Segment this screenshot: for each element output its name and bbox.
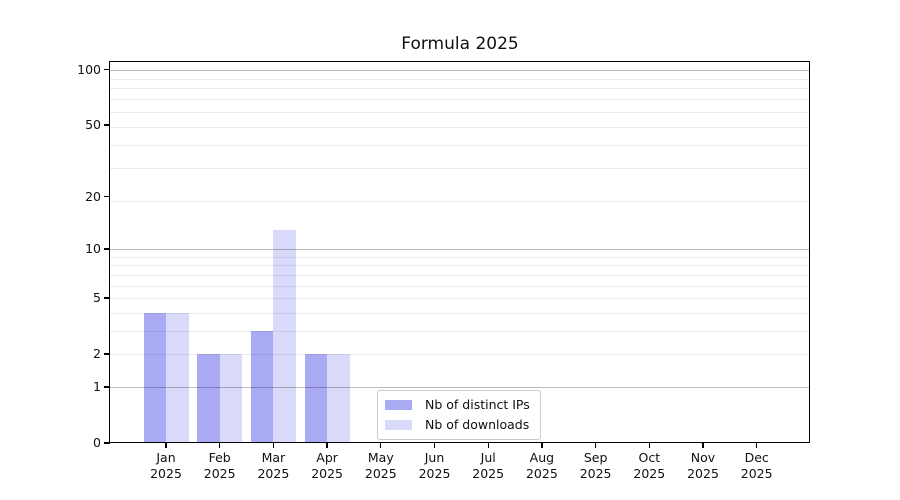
x-tick-label: Jul 2025 (472, 450, 505, 481)
y-tick-label: 50 (85, 116, 101, 132)
bar-nb-of-downloads-jan (166, 312, 189, 443)
x-tick-label: Mar 2025 (257, 450, 290, 481)
bar-nb-of-distinct-ips-jan (143, 312, 166, 443)
x-tick-mark (541, 443, 543, 448)
x-tick-mark (648, 443, 650, 448)
bar-nb-of-distinct-ips-apr (304, 354, 328, 443)
x-tick-mark (594, 443, 597, 448)
bar-nb-of-downloads-feb (219, 354, 243, 443)
bar-nb-of-downloads-apr (327, 354, 350, 443)
x-tick-label: Jan 2025 (150, 450, 182, 481)
bar-nb-of-distinct-ips-mar (250, 330, 274, 443)
x-tick-mark (165, 443, 167, 448)
legend-swatch (385, 420, 412, 430)
x-tick-label: May 2025 (364, 450, 397, 481)
x-tick-label: Feb 2025 (203, 450, 236, 481)
x-tick-label: Jun 2025 (418, 450, 451, 481)
x-tick-label: Dec 2025 (740, 450, 773, 481)
y-tick-label: 100 (77, 61, 101, 77)
legend-label: Nb of distinct IPs (425, 397, 530, 412)
x-tick-mark (487, 443, 489, 448)
bar-nb-of-downloads-mar (273, 229, 296, 443)
x-tick-label: Nov 2025 (687, 450, 719, 481)
legend-item: Nb of downloads (385, 417, 530, 433)
y-tick-label: 5 (93, 290, 101, 306)
x-tick-mark (756, 443, 758, 448)
legend-item: Nb of distinct IPs (385, 397, 530, 413)
bar-nb-of-distinct-ips-feb (197, 354, 220, 443)
y-tick-label: 10 (85, 241, 101, 256)
x-tick-mark (702, 443, 704, 448)
y-tick-label: 20 (85, 188, 101, 204)
x-tick-mark (219, 443, 221, 448)
chart-title: Formula 2025 (401, 34, 519, 54)
x-tick-mark (272, 443, 275, 448)
x-tick-label: Aug 2025 (525, 450, 558, 481)
x-tick-mark (380, 443, 382, 448)
y-tick-label: 2 (93, 346, 101, 362)
x-tick-mark (433, 443, 436, 448)
x-tick-label: Sep 2025 (579, 450, 612, 481)
y-tick-label: 1 (93, 378, 101, 394)
legend-label: Nb of downloads (425, 417, 530, 432)
x-tick-mark (326, 443, 328, 448)
bars-layer (110, 62, 810, 443)
x-tick-label: Oct 2025 (633, 450, 666, 481)
y-tick-label: 0 (93, 435, 101, 450)
x-tick-label: Apr 2025 (311, 450, 343, 481)
plot-area: Nb of distinct IPs Nb of downloads (110, 62, 810, 443)
legend-swatch (385, 400, 412, 410)
legend: Nb of distinct IPs Nb of downloads (377, 390, 541, 440)
